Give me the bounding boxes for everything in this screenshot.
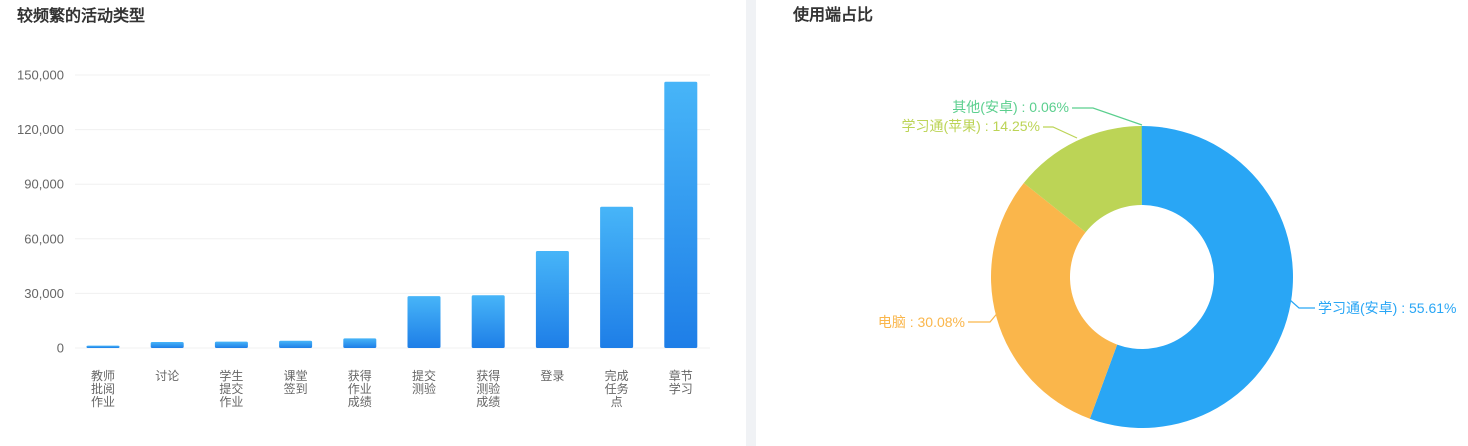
- bar-课堂签到[interactable]: [279, 340, 313, 348]
- x-axis-category-label: 章节学习: [669, 368, 693, 396]
- donut-label-学习通(安卓): 学习通(安卓) : 55.61%: [1318, 300, 1456, 316]
- y-axis-tick-label: 60,000: [24, 231, 64, 246]
- donut-label-学习通(苹果): 学习通(苹果) : 14.25%: [902, 118, 1040, 134]
- x-axis-category-label: 获得测验成绩: [476, 368, 500, 409]
- client-chart-title: 使用端占比: [793, 7, 874, 24]
- x-axis-category-label: 教师批阅作业: [91, 368, 115, 409]
- bar-登录[interactable]: [535, 250, 569, 348]
- donut-slice-电脑[interactable]: [991, 183, 1118, 419]
- donut-leader-line-学习通(安卓): [1289, 299, 1315, 309]
- y-axis-tick-label: 0: [57, 341, 64, 356]
- bar-完成任务点[interactable]: [600, 206, 634, 348]
- bar-讨论[interactable]: [150, 341, 184, 348]
- bar-获得作业成绩[interactable]: [343, 338, 377, 348]
- y-axis-tick-label: 30,000: [24, 286, 64, 301]
- client-share-panel: 使用端占比 学习通(安卓) : 55.61% 电脑 : 30.08% 学习通(苹果)…: [756, 0, 1468, 446]
- x-axis-category-label: 课堂签到: [284, 369, 308, 396]
- donut-slice-学习通(安卓)[interactable]: [1089, 126, 1293, 429]
- x-axis-category-label: 讨论: [155, 369, 179, 383]
- client-share-donut-chart[interactable]: 学习通(安卓) : 55.61% 电脑 : 30.08% 学习通(苹果) : 14.…: [756, 0, 1468, 446]
- donut-slice-学习通(苹果)[interactable]: [1023, 126, 1142, 233]
- donut-leader-line-学习通(苹果): [1043, 126, 1078, 139]
- x-axis-category-label: 学生提交作业: [219, 368, 243, 409]
- x-axis-category-label: 提交测验: [412, 368, 436, 396]
- activity-chart-title: 较频繁的活动类型: [17, 8, 146, 25]
- panel-divider: [746, 0, 756, 446]
- x-axis-category-label: 获得作业成绩: [348, 368, 372, 409]
- bar-提交测验[interactable]: [407, 296, 441, 348]
- y-axis-tick-label: 90,000: [24, 177, 64, 192]
- donut-leader-line-其他(安卓): [1072, 107, 1143, 126]
- y-axis-tick-label: 120,000: [17, 122, 64, 137]
- x-axis-category-label: 完成任务点: [605, 368, 629, 409]
- x-axis-category-label: 登录: [540, 368, 564, 383]
- donut-label-其他(安卓): 其他(安卓) : 0.06%: [952, 99, 1069, 115]
- activity-bar-chart[interactable]: 0 30,000 60,000 90,000 120,000 150,000 教师批阅作业 讨…: [0, 0, 746, 446]
- donut-leader-line-电脑: [968, 309, 1001, 323]
- donut-slice-其他(安卓)[interactable]: [1141, 126, 1142, 206]
- bar-教师批阅作业[interactable]: [86, 345, 120, 348]
- bar-获得测验成绩[interactable]: [471, 295, 505, 348]
- bar-章节学习[interactable]: [664, 81, 698, 348]
- activity-type-panel: 较频繁的活动类型 0 30,000 60,000 90,000 120,000 150,0…: [0, 0, 746, 446]
- y-axis-tick-label: 150,000: [17, 68, 64, 83]
- donut-label-电脑: 电脑 : 30.08%: [878, 314, 965, 330]
- bar-学生提交作业[interactable]: [214, 341, 248, 348]
